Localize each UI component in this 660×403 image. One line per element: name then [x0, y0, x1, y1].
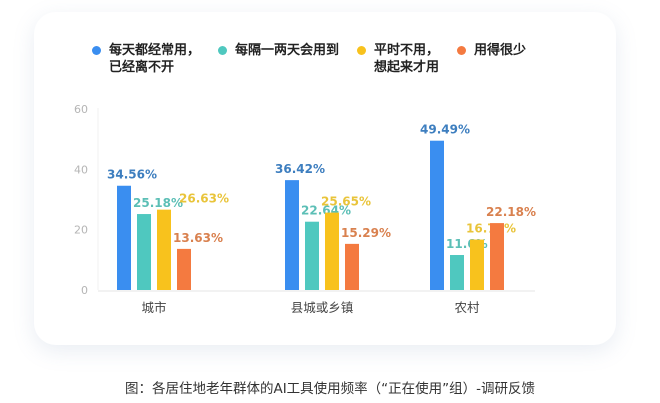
data-label: 34.56%: [107, 168, 157, 182]
bar: [470, 239, 484, 290]
legend-label: 每天都经常用， 已经离不开: [109, 43, 201, 75]
y-tick-label: 40: [74, 163, 88, 176]
legend-swatch: [218, 46, 228, 55]
legend-label: 用得很少: [474, 43, 527, 58]
bar: [430, 140, 444, 290]
bar: [137, 214, 151, 290]
data-label: 13.63%: [173, 231, 223, 245]
legend-swatch: [92, 46, 101, 55]
y-tick-label: 20: [74, 224, 88, 237]
bar: [305, 221, 319, 290]
legend-label: 平时不用， 想起来才用: [374, 43, 440, 75]
y-tick-label: 0: [81, 284, 88, 297]
y-tick-label: 60: [74, 103, 88, 116]
data-label: 26.63%: [179, 192, 229, 206]
legend-swatch: [357, 46, 367, 55]
data-label: 25.65%: [321, 195, 371, 209]
data-label: 15.29%: [341, 226, 391, 240]
bar: [450, 255, 464, 290]
data-label: 36.42%: [275, 162, 325, 176]
bar: [490, 223, 504, 290]
x-tick-label: 城市: [141, 300, 166, 315]
legend-item-every-few-days: 每隔一两天会用到: [218, 42, 339, 76]
legend-label: 每隔一两天会用到: [235, 43, 340, 58]
bar: [177, 248, 191, 290]
legend: 每天都经常用， 已经离不开 每隔一两天会用到 平时不用， 想起来才用 用得很少: [92, 42, 544, 76]
figure-caption: 图：各居住地老年群体的AI工具使用频率（“正在使用”组）-调研反馈: [124, 381, 536, 397]
legend-item-occasionally: 平时不用， 想起来才用: [357, 42, 439, 76]
data-label: 22.18%: [486, 205, 536, 219]
data-label: 25.18%: [133, 196, 183, 210]
bar: [345, 243, 359, 290]
bar: [117, 185, 131, 290]
bar: [157, 209, 171, 290]
legend-swatch: [457, 46, 467, 55]
legend-item-rarely: 用得很少: [457, 42, 526, 76]
x-tick-label: 县城或乡镇: [291, 300, 354, 315]
x-tick-label: 农村: [454, 300, 480, 315]
legend-item-daily: 每天都经常用， 已经离不开: [92, 42, 200, 76]
bar: [325, 212, 339, 290]
data-label: 49.49%: [420, 123, 470, 137]
bar: [285, 180, 299, 290]
